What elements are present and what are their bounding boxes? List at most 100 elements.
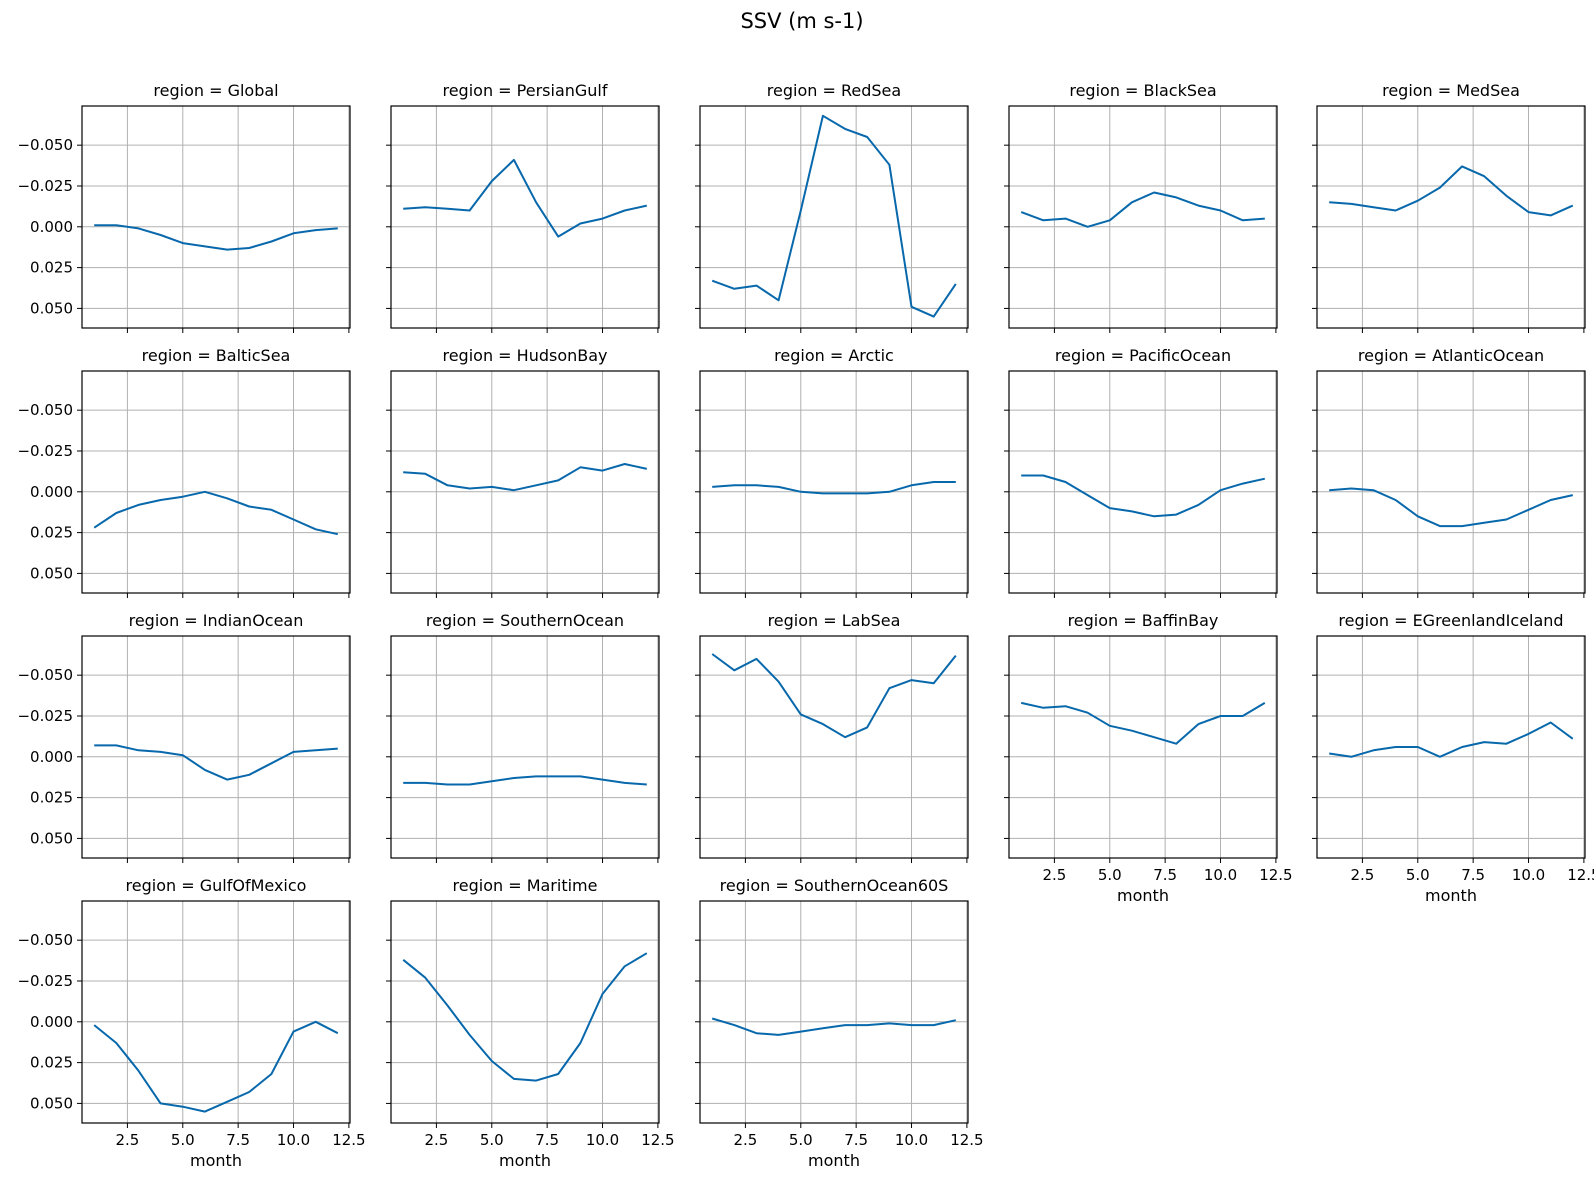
y-tick-label: −0.025 [17,442,73,460]
axes-frame [1008,635,1278,859]
axes-frame [1008,370,1278,594]
x-tick-label: 2.5 [424,1131,448,1149]
panel: region = EGreenlandIceland 2.5 5.0 7.5 10.0 1… [1312,611,1594,905]
x-tick-label: 10.0 [895,1131,928,1149]
x-tick-label: 7.5 [844,1131,868,1149]
x-tick-label: 5.0 [1098,866,1122,884]
panel-title: region = LabSea [768,611,901,630]
axes-frame [1316,370,1586,594]
panel-title: region = MedSea [1382,81,1520,100]
panel-title: region = PersianGulf [442,81,607,100]
panel: region = SouthernOcean [386,611,660,863]
axes-frame [699,900,969,1124]
axes-frame [81,635,351,859]
panel: region = Maritime 2.5 5.0 7.5 10.0 12.5 month [386,876,675,1170]
axes-frame [699,370,969,594]
axes-frame [1316,635,1586,859]
axes-frame [81,900,351,1124]
panel: region = RedSea [695,81,969,333]
panel-title: region = IndianOcean [129,611,304,630]
series-line [93,1020,339,1113]
y-tick-label: 0.025 [30,789,73,807]
y-tick-label: 0.025 [30,1054,73,1072]
axes-frame [1316,105,1586,329]
axes-frame [699,635,969,859]
axes-frame [81,105,351,329]
x-tick-label: 2.5 [1042,866,1066,884]
axes-frame [390,370,660,594]
x-axis-label: month [499,1151,551,1170]
axes-frame [1008,105,1278,329]
panel-title: region = BalticSea [142,346,291,365]
x-tick-label: 2.5 [115,1131,139,1149]
y-tick-label: 0.025 [30,524,73,542]
panel: region = BlackSea [1004,81,1278,333]
y-tick-label: 0.025 [30,259,73,277]
series-line [1020,191,1265,228]
panel-title: region = BlackSea [1069,81,1216,100]
axes-frame [81,370,351,594]
series-line [1329,487,1574,528]
x-tick-label: 5.0 [1406,866,1430,884]
x-tick-label: 12.5 [641,1131,674,1149]
panel-title: region = HudsonBay [442,346,607,365]
y-tick-label: 0.000 [30,748,73,766]
y-tick-label: 0.000 [30,483,73,501]
y-tick-label: −0.025 [17,177,73,195]
panel-title: region = AtlanticOcean [1358,346,1544,365]
panel: region = IndianOcean −0.050 −0.025 0.000 0.0… [17,611,351,863]
axes-frame [390,900,660,1124]
y-tick-label: −0.050 [17,666,73,684]
panel-title: region = RedSea [767,81,901,100]
panel: region = SouthernOcean60S 2.5 5.0 7.5 10.0 12… [695,876,984,1170]
series-line [93,490,339,536]
y-tick-label: −0.050 [17,931,73,949]
axes-frame [390,635,660,859]
panel-title: region = PacificOcean [1055,346,1231,365]
x-tick-label: 12.5 [1259,866,1292,884]
series-line [1021,474,1266,518]
x-tick-label: 10.0 [1204,866,1237,884]
series-line [402,952,648,1082]
panel: region = MedSea [1312,81,1586,333]
panel: region = PersianGulf [386,81,660,333]
y-tick-label: −0.050 [17,401,73,419]
panel: region = BaffinBay 2.5 5.0 7.5 10.0 12.5 month [1004,611,1293,905]
x-tick-label: 7.5 [535,1131,559,1149]
x-tick-label: 2.5 [1350,866,1374,884]
panel: region = GulfOfMexico 2.5 5.0 7.5 10.0 12.5 mo… [17,876,365,1170]
x-axis-label: month [190,1151,242,1170]
y-tick-label: 0.000 [30,218,73,236]
x-tick-label: 10.0 [1512,866,1545,884]
panel-title: region = GulfOfMexico [126,876,307,895]
series-line [94,744,338,781]
y-tick-label: 0.050 [30,564,73,582]
series-line [1329,721,1574,758]
panel: region = AtlanticOcean [1312,346,1586,598]
x-tick-label: 5.0 [789,1131,813,1149]
x-tick-label: 5.0 [480,1131,504,1149]
series-line [711,1017,957,1036]
panel: region = LabSea [695,611,969,863]
panel: region = PacificOcean [1004,346,1278,598]
panel-title: region = EGreenlandIceland [1338,611,1563,630]
y-tick-label: −0.025 [17,972,73,990]
x-tick-label: 5.0 [171,1131,195,1149]
series-line [1020,701,1266,745]
series-line [403,775,647,786]
y-tick-label: −0.025 [17,707,73,725]
y-tick-label: 0.050 [30,299,73,317]
x-axis-label: month [1117,886,1169,905]
axes-frame [699,105,969,329]
series-line [1329,165,1574,217]
x-tick-label: 7.5 [1153,866,1177,884]
figure-title: SSV (m s-1) [740,9,863,33]
x-tick-label: 10.0 [277,1131,310,1149]
axes-frame [390,105,660,329]
x-tick-label: 2.5 [733,1131,757,1149]
panel-title: region = SouthernOcean60S [720,876,949,895]
x-tick-label: 12.5 [950,1131,983,1149]
panel: region = Arctic [695,346,969,598]
series-line [711,653,957,739]
